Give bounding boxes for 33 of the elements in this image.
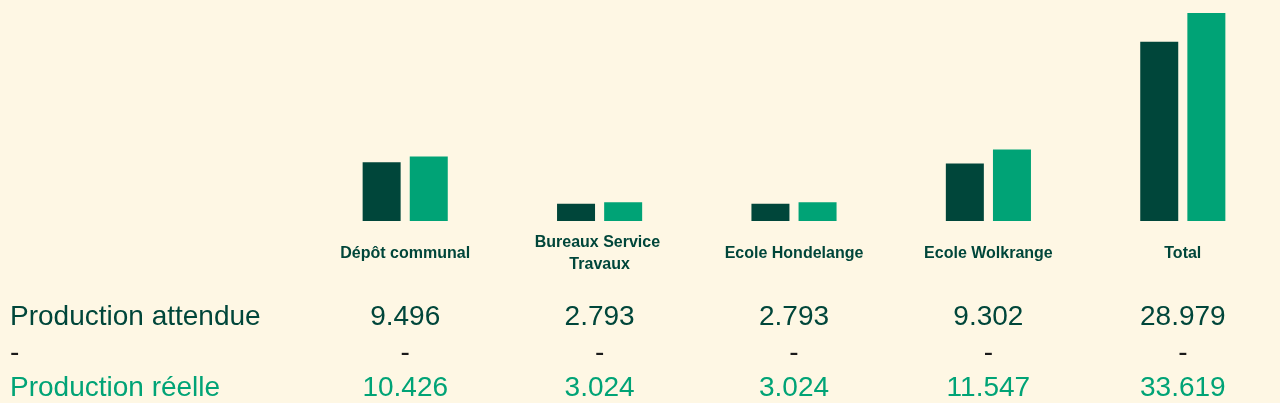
data-label: 2.793	[758, 299, 830, 331]
bar	[945, 163, 984, 221]
x-tick-label: Bureaux Service Travaux	[534, 232, 665, 272]
data-label: 11.547	[946, 370, 1031, 402]
text: -	[594, 335, 605, 367]
bar	[1140, 41, 1179, 221]
data-label: 2.793	[564, 299, 635, 331]
bar	[751, 203, 790, 221]
data-label: 33.619	[1139, 370, 1226, 402]
legend-label: -	[10, 335, 20, 367]
data-label: 3.024	[758, 370, 830, 402]
text: -	[1178, 335, 1188, 367]
x-tick-label: Ecole Hondelange	[724, 243, 864, 261]
data-label: 9.496	[370, 299, 441, 331]
text: -	[789, 335, 799, 367]
bar	[604, 202, 643, 221]
x-tick-label: Total	[1164, 243, 1202, 261]
text: -	[400, 335, 410, 367]
text: Production réelle	[10, 370, 221, 402]
bar	[798, 202, 837, 221]
data-label: 28.979	[1139, 299, 1226, 331]
text: -	[983, 335, 994, 367]
data-label: 10.426	[362, 370, 449, 402]
x-tick-label: Dépôt communal	[340, 243, 471, 261]
bar	[362, 162, 401, 221]
bar	[409, 156, 448, 221]
bar	[557, 203, 596, 221]
text: Production attendue	[10, 299, 261, 331]
data-label: 9.302	[953, 299, 1024, 331]
data-label: 3.024	[564, 370, 635, 402]
x-tick-label: Ecole Wolkrange	[924, 243, 1053, 261]
bar	[1187, 13, 1226, 221]
bar	[992, 149, 1031, 221]
